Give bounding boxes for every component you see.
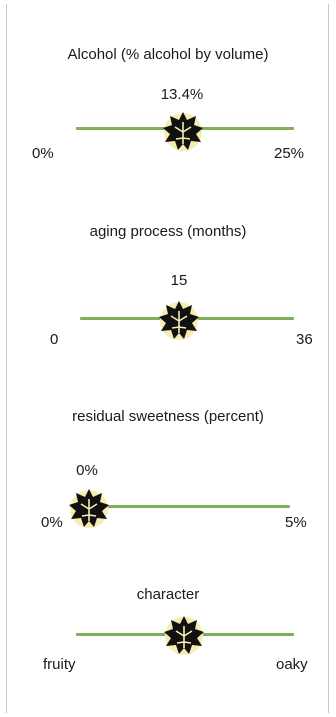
alcohol-min-label: 0% <box>32 145 54 162</box>
sweetness-title: residual sweetness (percent) <box>72 408 264 425</box>
grape-leaf-icon[interactable] <box>160 108 206 154</box>
aging-min-label: 0 <box>50 331 59 348</box>
character-max-label: oaky <box>276 656 308 673</box>
sweetness-track[interactable] <box>84 505 290 508</box>
sweetness-min-label: 0% <box>41 514 63 531</box>
character-title: character <box>136 586 200 603</box>
sweetness-max-label: 5% <box>285 514 307 531</box>
aging-title: aging process (months) <box>89 223 247 240</box>
alcohol-value: 13.4% <box>160 86 204 103</box>
aging-value: 15 <box>170 272 188 289</box>
aging-max-label: 36 <box>296 331 313 348</box>
character-min-label: fruity <box>43 656 76 673</box>
panel-frame <box>6 4 329 713</box>
grape-leaf-icon[interactable] <box>66 485 112 531</box>
sweetness-value: 0% <box>76 462 98 479</box>
grape-leaf-icon[interactable] <box>161 612 207 658</box>
alcohol-title: Alcohol (% alcohol by volume) <box>67 46 269 63</box>
alcohol-max-label: 25% <box>274 145 305 162</box>
grape-leaf-icon[interactable] <box>156 297 202 343</box>
